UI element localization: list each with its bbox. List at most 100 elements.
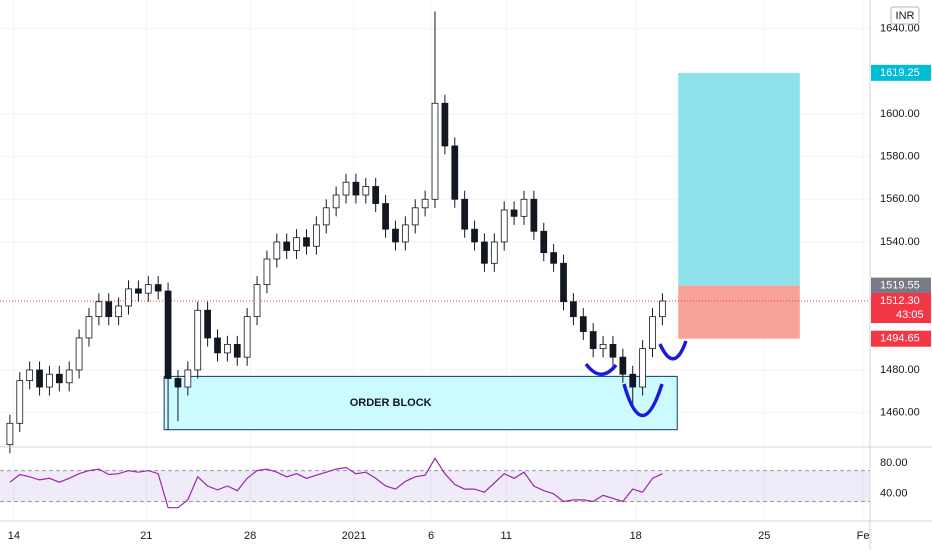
y-tick-label: 1540.00	[880, 236, 920, 248]
candle-body	[441, 102, 449, 147]
candle-body	[135, 288, 142, 294]
candle-body	[174, 378, 182, 388]
drawn-curve	[584, 362, 618, 376]
target-flag-bg	[871, 64, 931, 81]
candle-body	[322, 207, 330, 226]
order-block-label: ORDER BLOCK	[350, 397, 432, 409]
candle-body	[164, 290, 172, 379]
candle-body	[461, 198, 469, 230]
candle-body	[589, 331, 597, 350]
countdown: 43:05	[896, 309, 924, 321]
candle-body	[352, 181, 360, 196]
candle-body	[471, 228, 478, 243]
candle-body	[125, 288, 132, 307]
x-tick-label: 14	[8, 530, 20, 542]
candle-body	[55, 373, 63, 384]
y-tick-label: 1600.00	[880, 108, 920, 120]
y-tick-label: 1480.00	[880, 364, 920, 376]
stop-flag-bg	[871, 330, 931, 347]
currency: INR	[896, 10, 915, 22]
rsi-tick-label: 40.00	[880, 488, 908, 500]
candle-body	[510, 209, 518, 217]
order-block	[163, 375, 678, 431]
rsi-tick-label: 80.00	[880, 457, 908, 469]
candle-body	[243, 316, 251, 358]
candle-body	[570, 301, 577, 318]
stop-flag: 1494.65	[880, 333, 920, 345]
candle-body	[392, 228, 399, 243]
candle-body	[619, 356, 627, 375]
x-tick-label: 2021	[342, 530, 366, 542]
candle-body	[263, 258, 271, 286]
x-tick-label: 11	[500, 530, 511, 542]
candle-body	[115, 305, 123, 318]
candle-body	[629, 373, 637, 388]
candle-body	[609, 343, 617, 358]
candle-body	[332, 194, 340, 209]
candle-body	[253, 284, 261, 318]
candle-body	[550, 252, 558, 264]
candle-body	[579, 316, 587, 332]
candle-body	[75, 337, 83, 371]
candle-body	[659, 300, 666, 318]
candle-body	[293, 237, 300, 251]
candle-body	[490, 241, 498, 264]
candle-body	[362, 186, 370, 196]
candle-body	[36, 369, 43, 388]
candle-body	[184, 369, 192, 388]
candle-body	[204, 309, 211, 339]
candle-body	[342, 181, 350, 196]
candle-body	[194, 309, 202, 371]
candle-body	[421, 198, 429, 209]
last-flag: 1512.30	[880, 295, 920, 307]
candle-body	[649, 316, 656, 350]
plot: 14 21 28 2021 6 11 18 25 Fe 1460.00 1480.00 1540.00…	[0, 0, 931, 542]
x-tick-label: 18	[630, 530, 642, 542]
x-tick-label: 21	[140, 530, 152, 542]
y-tick-label: 1560.00	[880, 193, 920, 205]
candle-body	[154, 284, 162, 292]
currency-box	[890, 6, 920, 25]
candle-body	[65, 369, 73, 384]
y-tick-label: 1640.00	[880, 22, 920, 34]
candle-body	[105, 301, 113, 318]
candle-body	[401, 224, 409, 243]
candle-body	[540, 230, 548, 254]
last-flag-bg	[871, 293, 931, 324]
candle-body	[500, 209, 508, 243]
candle-body	[303, 237, 310, 247]
entry-flag-bg	[871, 277, 931, 294]
candle-body	[214, 337, 221, 354]
candle-body	[26, 369, 34, 382]
drawn-curve	[658, 340, 688, 361]
rsi-band	[0, 470, 870, 502]
candle-body	[372, 186, 380, 204]
candle-body	[16, 380, 24, 424]
candle-body	[382, 203, 389, 230]
entry-flag: 1519.55	[880, 279, 920, 291]
y-tick-label: 1460.00	[880, 407, 920, 419]
y-tick-label: 1580.00	[880, 151, 920, 163]
candle-body	[411, 207, 419, 226]
candle-body	[233, 343, 241, 358]
candle-body	[312, 224, 320, 247]
profit-zone	[678, 72, 800, 286]
x-tick-label: 6	[428, 530, 434, 542]
candle-body	[46, 373, 53, 388]
candle-body	[273, 241, 281, 260]
candle-body	[224, 343, 231, 354]
candle-body	[451, 145, 459, 200]
candle-body	[560, 262, 567, 303]
candle-body	[283, 241, 291, 251]
candle-body	[6, 422, 14, 446]
x-tick-label: Fe	[857, 530, 870, 542]
candle-body	[530, 198, 538, 232]
x-tick-label: 28	[244, 530, 256, 542]
candle-body	[520, 198, 528, 217]
candle-body	[95, 301, 103, 318]
candle-body	[481, 241, 488, 264]
loss-zone	[678, 285, 800, 339]
candle-body	[639, 348, 646, 388]
